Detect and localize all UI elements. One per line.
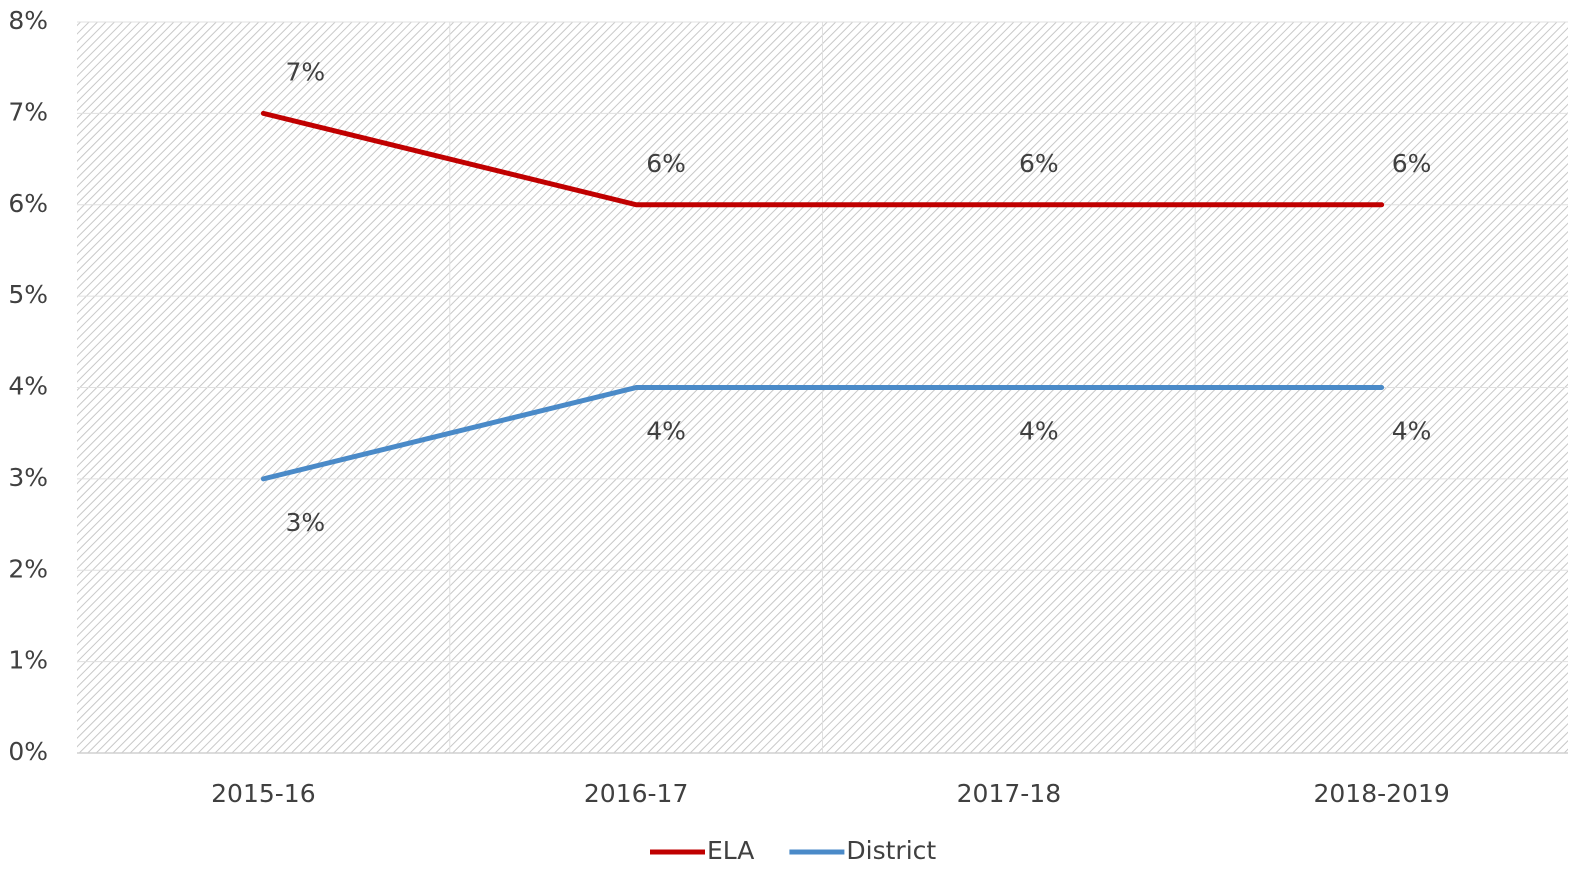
y-tick-label: 5% [8,280,48,309]
y-tick-label: 6% [8,189,48,218]
x-tick-label: 2018-2019 [1313,779,1449,808]
data-label: 4% [1392,417,1432,446]
series-line [260,110,1385,208]
y-tick-label: 2% [8,554,48,583]
data-label: 4% [1019,417,1059,446]
y-tick-label: 8% [8,6,48,35]
data-label: 7% [286,57,326,86]
y-tick-label: 3% [8,463,48,492]
x-tick-label: 2015-16 [211,779,315,808]
legend-label: District [846,836,936,865]
y-tick-label: 0% [8,737,48,766]
x-tick-label: 2016-17 [584,779,688,808]
x-tick-label: 2017-18 [957,779,1061,808]
data-label: 6% [1392,149,1432,178]
y-tick-label: 7% [8,97,48,126]
legend-label: ELA [707,836,754,865]
series-line [260,385,1385,482]
data-label: 6% [1019,149,1059,178]
y-tick-label: 4% [8,372,48,401]
data-label: 4% [646,417,686,446]
y-tick-label: 1% [8,646,48,675]
data-label: 6% [646,149,686,178]
data-label: 3% [286,508,326,537]
